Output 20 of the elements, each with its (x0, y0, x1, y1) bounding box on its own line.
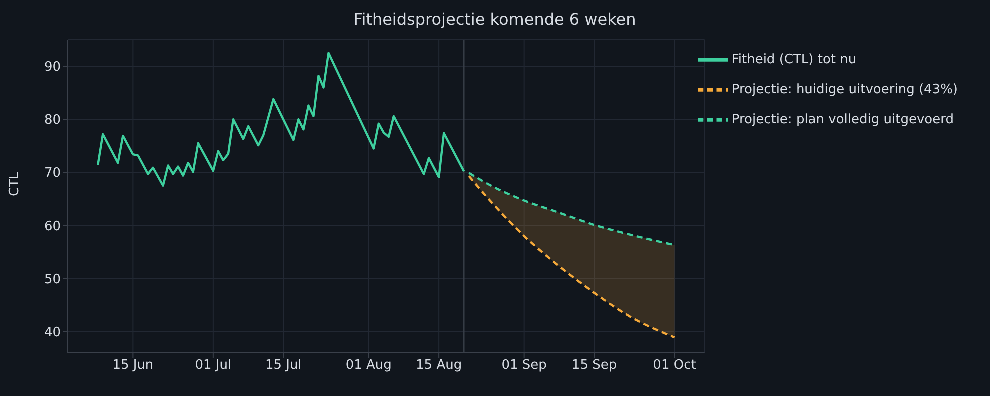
y-axis-title: CTL (8, 171, 23, 196)
y-tick-label: 60 (44, 219, 61, 234)
chart-title: Fitheidsprojectie komende 6 weken (352, 10, 638, 29)
x-tick-label: 01 Aug (346, 358, 392, 374)
line-series (96, 52, 466, 187)
y-tick-label: 70 (44, 166, 61, 182)
legend-label: Projectie: plan volledig uitgevoerd (732, 112, 954, 128)
x-tick-label: 15 Aug (416, 358, 462, 374)
x-tick-label: 01 Oct (653, 358, 696, 374)
y-tick-label: 90 (44, 60, 61, 76)
x-tick-label: 15 Jul (265, 358, 302, 374)
y-tick-label: 80 (44, 113, 61, 128)
legend-label: Projectie: huidige uitvoering (43%) (732, 82, 958, 98)
y-tick-label: 50 (44, 272, 61, 288)
x-tick-label: 01 Jul (195, 358, 232, 374)
x-tick-label: 15 Jun (112, 358, 154, 374)
x-tick-label: 01 Sep (502, 358, 547, 374)
x-tick-label: 15 Sep (572, 358, 618, 374)
legend-label: Fitheid (CTL) tot nu (732, 52, 857, 68)
y-tick-label: 40 (44, 325, 61, 340)
